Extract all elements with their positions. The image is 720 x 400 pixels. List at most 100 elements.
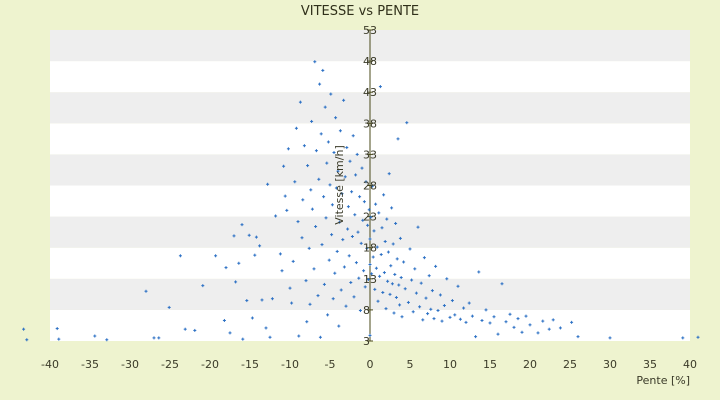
data-point (453, 313, 457, 317)
data-point (393, 272, 397, 276)
x-tick-label: -15 (241, 358, 259, 371)
data-point (418, 305, 422, 309)
data-point (366, 223, 370, 227)
data-point (332, 151, 336, 155)
data-point (389, 264, 393, 268)
data-point (323, 105, 327, 109)
data-point (440, 319, 444, 323)
data-point (334, 116, 338, 120)
data-point (314, 225, 318, 229)
data-point (430, 289, 434, 293)
x-tick-label: 20 (523, 358, 537, 371)
data-point (318, 82, 322, 86)
data-point (250, 316, 254, 320)
x-tick-label: -30 (121, 358, 139, 371)
data-point (353, 213, 357, 217)
data-point (378, 274, 382, 278)
data-point (528, 323, 532, 327)
data-point (442, 304, 446, 308)
data-point (354, 261, 358, 265)
data-point (445, 277, 449, 281)
data-point (355, 152, 359, 156)
data-point (365, 246, 369, 250)
x-tick-label: 15 (483, 358, 497, 371)
data-point (288, 286, 292, 290)
data-point (512, 325, 516, 329)
data-point (337, 324, 341, 328)
data-point (427, 274, 431, 278)
data-point (350, 235, 354, 239)
data-point (253, 253, 257, 257)
data-point (350, 190, 354, 194)
data-point (297, 334, 301, 338)
data-point (408, 247, 412, 251)
data-point (274, 214, 278, 218)
data-point (304, 279, 308, 283)
data-point (260, 298, 264, 302)
data-point (57, 337, 61, 341)
data-point (309, 188, 313, 192)
data-point (354, 173, 358, 177)
data-point (335, 249, 339, 253)
data-point (298, 100, 302, 104)
data-point (330, 203, 334, 207)
data-point (282, 164, 286, 168)
data-point (345, 146, 349, 150)
data-point (324, 216, 328, 220)
data-point (361, 218, 365, 222)
data-point (432, 317, 436, 321)
data-point (222, 318, 226, 322)
data-point (367, 208, 371, 212)
y-tick-label: 18 (363, 242, 377, 255)
data-point (411, 310, 415, 314)
data-point (524, 314, 528, 318)
data-point (352, 295, 356, 299)
data-point (419, 281, 423, 285)
data-point (346, 205, 350, 209)
data-point (237, 261, 241, 265)
x-tick-label: 35 (643, 358, 657, 371)
data-point (286, 147, 290, 151)
data-point (270, 297, 274, 301)
data-point (426, 312, 430, 316)
data-point (696, 335, 700, 339)
data-point (167, 305, 171, 309)
data-point (183, 327, 187, 331)
y-axis (367, 29, 373, 342)
data-point (448, 315, 452, 319)
data-point (300, 236, 304, 240)
data-point (462, 306, 466, 310)
data-point (93, 334, 97, 338)
data-point (359, 241, 363, 245)
x-tick-label: 10 (443, 358, 457, 371)
data-point (308, 302, 312, 306)
data-point (388, 292, 392, 296)
data-point (362, 200, 366, 204)
data-point (496, 332, 500, 336)
y-tick-label: 23 (363, 211, 377, 224)
data-point (258, 244, 262, 248)
data-point (480, 318, 484, 322)
data-point (369, 215, 373, 219)
data-point (681, 336, 685, 340)
data-point (488, 321, 492, 325)
data-point (394, 221, 398, 225)
data-point (247, 233, 251, 237)
data-point (464, 320, 468, 324)
x-tick-label: -5 (325, 358, 336, 371)
x-tick-label: 0 (367, 358, 374, 371)
data-point (25, 338, 29, 342)
data-point (193, 328, 197, 332)
data-point (157, 336, 161, 340)
data-point (375, 245, 379, 249)
data-point (450, 299, 454, 303)
data-point (378, 85, 382, 89)
data-point (551, 318, 555, 322)
x-tick-label: -20 (201, 358, 219, 371)
data-point (397, 283, 401, 287)
data-point (152, 336, 156, 340)
data-point (484, 308, 488, 312)
data-point (372, 229, 376, 233)
data-point (458, 317, 462, 321)
